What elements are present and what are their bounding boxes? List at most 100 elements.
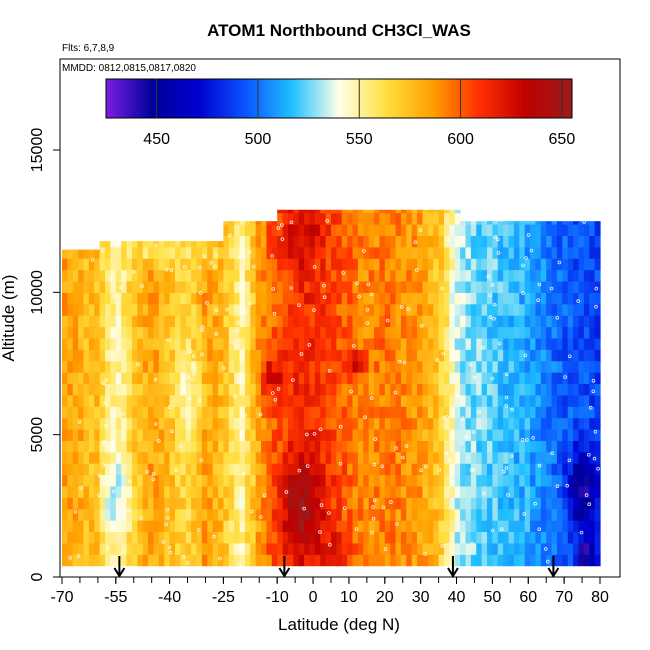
heat-cell (287, 531, 294, 544)
heat-cell (164, 280, 171, 293)
heat-cell (223, 485, 230, 498)
heat-cell (487, 406, 493, 419)
heat-cell (551, 258, 558, 271)
heat-cell (470, 221, 477, 225)
heat-cell (357, 531, 364, 544)
heat-cell (201, 303, 208, 316)
heat-cell (271, 258, 278, 271)
heat-cell (583, 292, 590, 305)
heat-cell (427, 315, 434, 328)
heat-cell (137, 269, 144, 282)
heat-cell (476, 383, 483, 396)
heat-cell (341, 406, 348, 419)
heat-cell (234, 508, 241, 521)
heat-cell (174, 497, 181, 510)
heat-cell (573, 474, 580, 487)
heat-cell (427, 372, 434, 385)
heat-cell (438, 554, 445, 567)
heat-cell (368, 258, 375, 271)
heat-cell (556, 474, 563, 487)
sample-marker (536, 298, 540, 303)
heat-cell (234, 349, 241, 362)
heat-cell (476, 474, 483, 487)
heat-cell (357, 337, 364, 350)
heat-cell (573, 221, 580, 225)
heat-cell (594, 520, 601, 533)
heat-cell (62, 440, 68, 453)
heat-cell (320, 508, 327, 521)
heat-cell (255, 485, 262, 498)
heat-cell (212, 474, 219, 487)
heat-cell (174, 292, 181, 305)
heat-cell (449, 406, 456, 419)
heat-cell (336, 360, 343, 373)
heat-cell (207, 451, 214, 464)
heat-cell (218, 531, 224, 544)
sample-marker (214, 308, 219, 313)
heat-cell (336, 485, 343, 498)
heat-cell (83, 428, 90, 441)
heat-cell (384, 212, 391, 225)
heat-cell (287, 554, 294, 567)
heat-cell (309, 212, 316, 225)
heat-cell (180, 520, 187, 533)
heat-cell (589, 485, 596, 498)
heat-cell (158, 451, 165, 464)
heat-cell (503, 520, 510, 533)
heat-cell (352, 212, 359, 225)
sample-marker (413, 240, 418, 245)
heat-cell (115, 394, 122, 407)
heat-cell (487, 394, 493, 407)
heat-cell (287, 224, 294, 236)
heat-cell (487, 463, 493, 476)
heat-cell (427, 258, 434, 271)
heat-cell (331, 531, 337, 544)
heat-cell (465, 394, 472, 407)
heat-cell (411, 383, 418, 396)
heat-cell (62, 315, 68, 328)
heat-cell (309, 280, 316, 293)
heat-cell (261, 315, 268, 328)
heat-cell (384, 542, 391, 555)
heat-cell (400, 531, 407, 544)
sample-marker (563, 375, 567, 379)
heat-cell (234, 221, 241, 225)
heat-cell (110, 508, 117, 521)
heat-cell (304, 383, 311, 396)
heat-cell (347, 531, 354, 544)
heat-cell (126, 531, 133, 544)
heat-cell (589, 428, 596, 441)
heat-cell (164, 542, 171, 555)
heat-cell (304, 463, 311, 476)
heat-cell (352, 258, 359, 271)
heat-cell (158, 292, 165, 305)
sample-marker (594, 286, 599, 291)
heat-cell (422, 474, 429, 487)
heat-cell (519, 326, 526, 339)
heat-cell (320, 406, 327, 419)
heat-cell (449, 258, 456, 271)
heat-cell (411, 451, 418, 464)
heat-cell (427, 542, 434, 555)
heat-cell (228, 326, 235, 339)
heat-cell (174, 428, 181, 441)
heat-cell (105, 315, 112, 328)
heat-cell (363, 349, 370, 362)
heat-cell (390, 542, 397, 555)
heat-cell (88, 258, 95, 271)
heat-cell (449, 520, 456, 533)
heat-cell (331, 292, 337, 305)
heat-cell (374, 394, 381, 407)
heat-cell (67, 463, 74, 476)
heat-cell (546, 303, 553, 316)
heat-cell (487, 440, 493, 453)
heat-cell (583, 269, 590, 282)
heat-cell (255, 531, 262, 544)
heat-cell (261, 417, 268, 430)
heat-cell (266, 224, 273, 236)
heat-cell (298, 440, 305, 453)
heat-cell (126, 451, 133, 464)
heat-cell (379, 531, 386, 544)
heat-cell (169, 428, 176, 441)
heat-cell (363, 497, 370, 510)
